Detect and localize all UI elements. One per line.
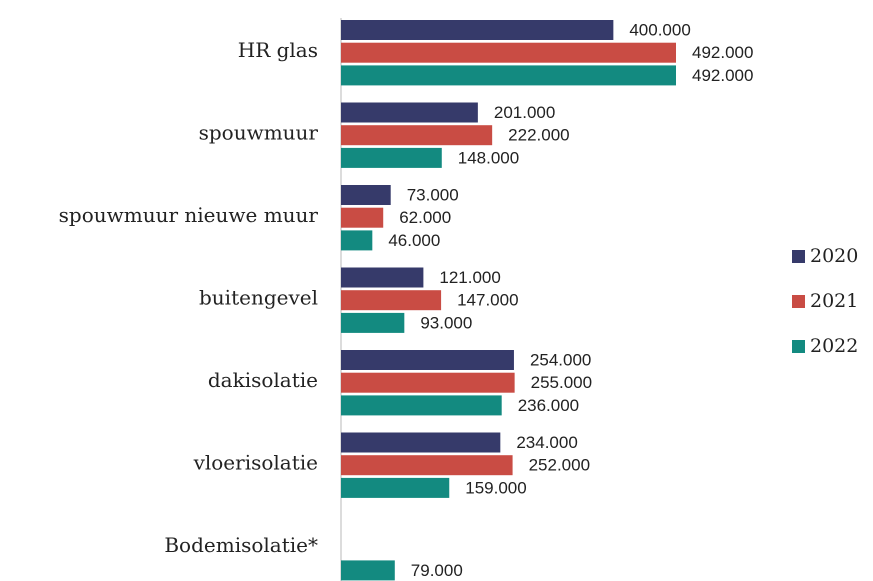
legend-label: 2021 bbox=[810, 290, 858, 312]
value-label: 255.000 bbox=[531, 373, 592, 392]
value-label: 79.000 bbox=[411, 561, 463, 580]
bar bbox=[341, 230, 373, 251]
value-label: 492.000 bbox=[692, 43, 753, 62]
value-label: 73.000 bbox=[407, 185, 459, 204]
value-label: 46.000 bbox=[388, 231, 440, 250]
value-label: 147.000 bbox=[457, 291, 518, 310]
category-label: dakisolatie bbox=[208, 368, 318, 392]
bar bbox=[341, 395, 502, 416]
bar bbox=[341, 42, 676, 63]
bar bbox=[341, 20, 614, 40]
category-label: spouwmuur bbox=[199, 121, 319, 145]
value-label: 93.000 bbox=[420, 313, 472, 332]
bar bbox=[341, 125, 493, 146]
category-label: HR glas bbox=[238, 38, 318, 62]
value-label: 492.000 bbox=[692, 66, 753, 85]
bar bbox=[341, 207, 384, 228]
category-label: vloerisolatie bbox=[193, 451, 318, 475]
value-label: 121.000 bbox=[439, 268, 500, 287]
bar bbox=[341, 455, 513, 476]
legend-swatch bbox=[792, 295, 805, 308]
value-label: 222.000 bbox=[508, 126, 569, 145]
bar bbox=[341, 312, 405, 333]
value-label: 400.000 bbox=[629, 20, 690, 39]
legend-label: 2022 bbox=[810, 335, 858, 357]
bar bbox=[341, 65, 676, 86]
category-label: Bodemisolatie* bbox=[164, 533, 318, 557]
value-label: 254.000 bbox=[530, 350, 591, 369]
value-label: 236.000 bbox=[518, 396, 579, 415]
bar bbox=[341, 350, 514, 370]
category-label: spouwmuur nieuwe muur bbox=[59, 203, 319, 227]
bar bbox=[341, 372, 515, 393]
bar bbox=[341, 147, 442, 168]
bar bbox=[341, 290, 442, 311]
value-label: 234.000 bbox=[516, 433, 577, 452]
value-label: 201.000 bbox=[494, 103, 555, 122]
bar bbox=[341, 432, 501, 453]
legend-swatch bbox=[792, 340, 805, 353]
value-label: 159.000 bbox=[465, 478, 526, 497]
legend-swatch bbox=[792, 250, 805, 263]
bar bbox=[341, 267, 424, 288]
category-label: buitengevel bbox=[199, 286, 318, 310]
bar bbox=[341, 102, 478, 123]
value-label: 62.000 bbox=[399, 208, 451, 227]
bar bbox=[341, 560, 395, 581]
bar bbox=[341, 477, 450, 498]
legend-label: 2020 bbox=[810, 245, 858, 267]
value-label: 252.000 bbox=[529, 456, 590, 475]
bar bbox=[341, 185, 391, 205]
value-label: 148.000 bbox=[458, 148, 519, 167]
